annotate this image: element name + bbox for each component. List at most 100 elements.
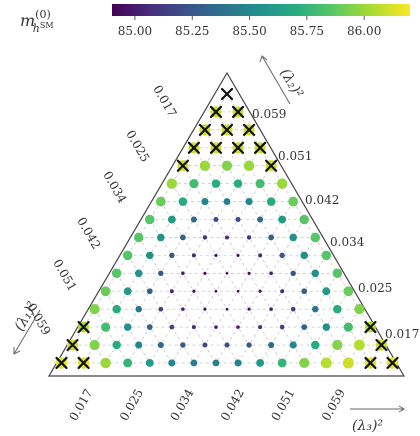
excluded-marker bbox=[55, 356, 68, 370]
colorbar-tick-label: 85.50 bbox=[232, 24, 266, 38]
data-point bbox=[179, 234, 186, 241]
grid-line bbox=[171, 183, 283, 364]
data-point bbox=[258, 253, 263, 258]
data-point bbox=[181, 307, 185, 311]
bottom-tick-label: 0.017 bbox=[66, 387, 95, 424]
data-point bbox=[256, 359, 265, 367]
data-point bbox=[342, 357, 354, 369]
bottom-tick-label: 0.025 bbox=[117, 387, 146, 424]
axis-right-arrow bbox=[261, 55, 291, 105]
data-point bbox=[279, 324, 285, 330]
data-point bbox=[100, 286, 111, 297]
data-point bbox=[191, 253, 196, 258]
colorbar: 85.00 85.25 85.50 85.75 86.00 m(0) hSM bbox=[20, 4, 410, 38]
data-point bbox=[211, 179, 221, 188]
data-point bbox=[236, 325, 240, 329]
data-point bbox=[268, 341, 275, 349]
grid-line bbox=[116, 273, 173, 364]
data-point bbox=[202, 342, 208, 348]
data-point bbox=[320, 357, 332, 369]
grid-line bbox=[149, 165, 272, 364]
axis-right-label: (λ₂)² bbox=[277, 66, 307, 101]
right-tick-label: 0.042 bbox=[305, 193, 339, 207]
data-point bbox=[343, 322, 353, 332]
left-tick-label: 0.051 bbox=[50, 257, 79, 294]
data-point bbox=[214, 325, 218, 329]
data-point bbox=[289, 233, 297, 242]
data-point bbox=[289, 341, 297, 349]
data-point bbox=[280, 289, 285, 294]
data-point bbox=[181, 271, 185, 276]
grid-line bbox=[83, 326, 106, 364]
data-point bbox=[268, 234, 275, 241]
data-point bbox=[199, 160, 211, 171]
grid-line bbox=[94, 309, 128, 364]
data-point bbox=[133, 232, 144, 243]
data-point bbox=[111, 268, 122, 279]
data-point bbox=[158, 270, 164, 277]
axis-bottom-arrowhead bbox=[398, 405, 405, 413]
data-point bbox=[221, 160, 233, 171]
data-point bbox=[169, 252, 175, 259]
colorbar-tick-label: 85.25 bbox=[175, 24, 209, 38]
data-point bbox=[233, 179, 243, 188]
left-tick-label: 0.025 bbox=[123, 128, 152, 165]
data-point bbox=[266, 197, 276, 206]
data-point bbox=[235, 216, 241, 223]
data-point bbox=[190, 216, 197, 223]
data-point bbox=[290, 270, 296, 277]
data-point bbox=[225, 307, 229, 311]
data-point bbox=[169, 289, 174, 294]
data-point bbox=[157, 233, 165, 242]
excluded-marker bbox=[265, 159, 278, 172]
data-point bbox=[123, 358, 133, 368]
grid-line bbox=[348, 326, 371, 364]
data-point bbox=[332, 268, 343, 279]
data-point bbox=[223, 198, 231, 205]
excluded-marker bbox=[198, 123, 212, 136]
data-point bbox=[288, 196, 299, 207]
data-point bbox=[257, 216, 264, 223]
grid-line bbox=[226, 93, 393, 364]
data-point bbox=[213, 216, 219, 223]
data-point bbox=[203, 307, 207, 311]
data-point bbox=[157, 341, 164, 349]
data-point bbox=[269, 271, 273, 276]
data-point bbox=[225, 272, 229, 275]
data-point bbox=[310, 232, 321, 243]
excluded-marker bbox=[231, 105, 245, 119]
data-point bbox=[101, 322, 111, 332]
colorbar-tick-label: 85.75 bbox=[290, 24, 324, 38]
data-point bbox=[354, 304, 365, 315]
ternary-frame bbox=[47, 71, 406, 377]
colorbar-tick-label: 85.00 bbox=[118, 24, 152, 38]
data-point bbox=[112, 340, 121, 350]
data-point bbox=[89, 304, 100, 315]
excluded-marker bbox=[364, 356, 377, 370]
data-point bbox=[178, 197, 188, 206]
data-point bbox=[123, 323, 132, 331]
data-point bbox=[277, 358, 287, 368]
excluded-marker bbox=[220, 87, 234, 101]
data-points bbox=[55, 87, 399, 370]
data-point bbox=[158, 306, 164, 312]
right-tick-label: 0.025 bbox=[358, 281, 392, 295]
excluded-marker bbox=[209, 105, 223, 119]
data-point bbox=[203, 271, 207, 275]
excluded-marker bbox=[77, 356, 90, 370]
excluded-marker bbox=[209, 141, 223, 154]
bottom-tick-label: 0.051 bbox=[268, 387, 297, 424]
data-point bbox=[135, 305, 142, 313]
data-point bbox=[278, 215, 287, 224]
data-point bbox=[312, 305, 319, 313]
axis-right-arrowhead bbox=[259, 55, 268, 63]
right-tick-label: 0.017 bbox=[385, 327, 419, 341]
data-point bbox=[247, 271, 251, 275]
data-point bbox=[332, 339, 343, 351]
data-point bbox=[191, 325, 196, 330]
data-point bbox=[146, 288, 153, 295]
data-point bbox=[290, 306, 296, 312]
data-point bbox=[167, 215, 176, 224]
axis-right: (λ₂)² bbox=[259, 55, 307, 105]
data-point bbox=[247, 307, 251, 311]
